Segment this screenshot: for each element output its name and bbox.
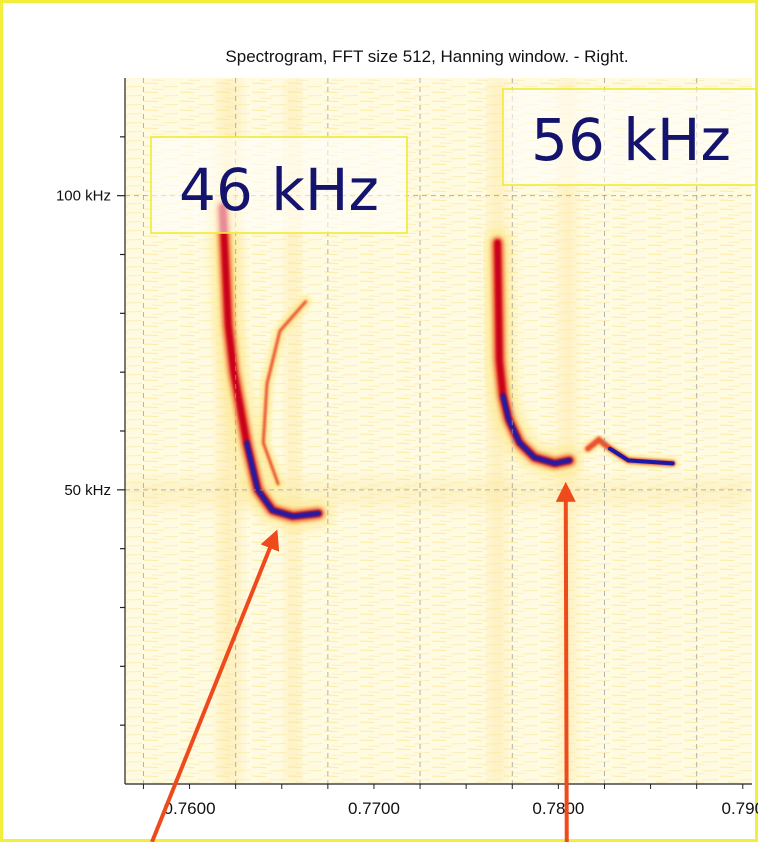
callout-call-1: 46 kHz [150, 136, 408, 234]
x-tick-label-0: 0.7600 [164, 799, 216, 818]
callout-label-call-1: 46 kHz [179, 156, 379, 224]
broadband-smear-1 [285, 78, 301, 784]
axes: 100 kHz 50 kHz 0.7600 0.7700 0.7800 0.790 [56, 78, 758, 818]
arrow-call-2 [555, 481, 576, 843]
y-tick-label-0: 100 kHz [56, 188, 111, 205]
callout-label-call-2: 56 kHz [531, 106, 731, 174]
call-2-peak [500, 393, 572, 466]
annotation-arrows [150, 481, 576, 843]
x-tick-label-2: 0.7800 [532, 799, 584, 818]
y-tick-label-1: 50 kHz [64, 482, 111, 499]
call-1-peak [244, 440, 322, 519]
call-1-secondary [261, 300, 308, 486]
grid-lines [125, 78, 752, 784]
call-2-secondary-peak [608, 446, 675, 466]
callout-box-call-1 [150, 136, 408, 234]
callout-box-call-2 [502, 88, 757, 186]
callout-call-2: 56 kHz [502, 88, 757, 186]
arrow-call-1 [150, 529, 280, 843]
x-tick-label-3: 0.790 [722, 799, 758, 818]
x-tick-label-1: 0.7700 [348, 799, 400, 818]
chart-title: Spectrogram, FFT size 512, Hanning windo… [225, 47, 628, 66]
broadband-smear-3 [558, 78, 577, 784]
